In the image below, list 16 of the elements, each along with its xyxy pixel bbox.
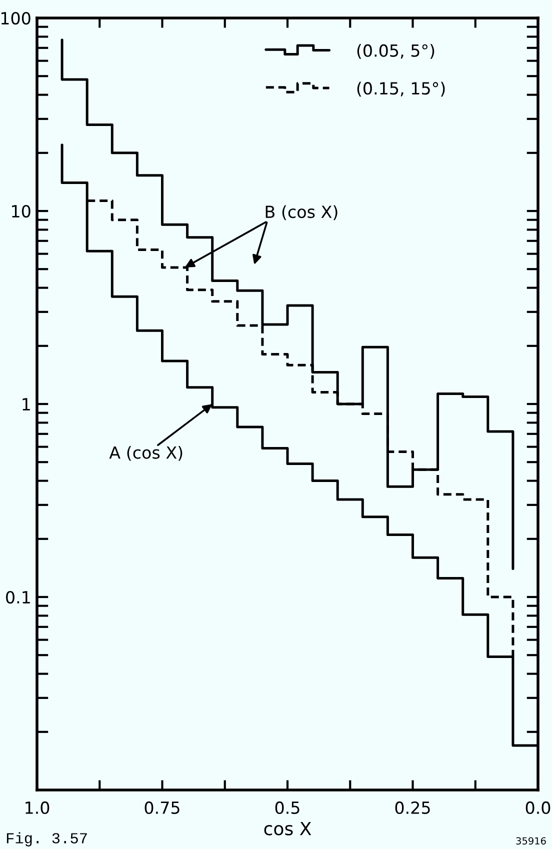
legend-label: (0.05, 5°) [357,44,434,59]
annotation: B (cos X) [266,205,338,220]
x-axis-title: cos X [264,822,312,836]
legend-label: (0.15, 15°) [357,82,445,97]
x-tick-label: 0.25 [395,801,430,814]
x-tick-label: 1.0 [26,801,50,814]
caption: Fig. 3.57 [6,832,87,846]
x-tick-label: 0.0 [526,801,550,814]
x-tick-label: 0.5 [275,801,300,814]
y-tick-label: 10 [12,204,30,218]
y-tick-label: 100 [1,12,30,25]
y-tick-label: 1 [22,398,30,410]
text: 35916 [516,837,546,845]
x-tick-label: 0.75 [144,801,180,814]
y-tick-label: 0.1 [6,590,30,604]
annotation: A (cos X) [109,446,182,461]
